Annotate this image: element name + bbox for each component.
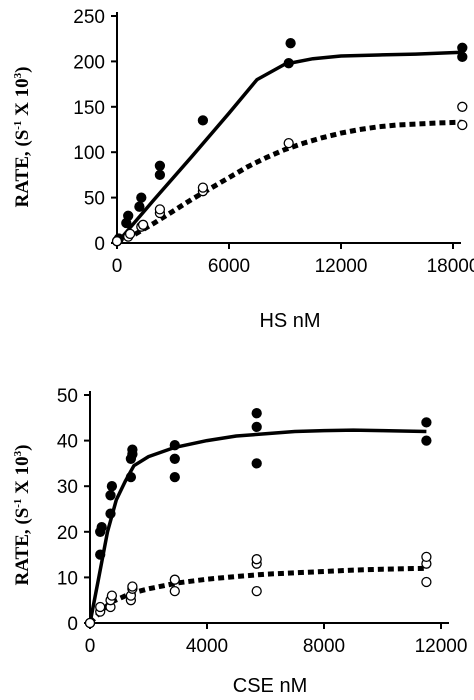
y-tick-label: 250 [73, 7, 105, 28]
x-tick-label: 0 [112, 256, 123, 277]
data-point-open [137, 219, 149, 230]
x-tick-label: 18000 [427, 256, 474, 277]
fit-curve-dotted [115, 119, 463, 246]
data-point-filled [197, 115, 209, 126]
data-point-filled [169, 471, 180, 483]
x-tick-label: 6000 [208, 256, 250, 277]
data-point-open [457, 101, 468, 112]
chart-cse: RATE, (S-1 X 103) CSE nM 0 10 20 30 40 50 0 400… [12, 386, 467, 697]
x-tick-label: 8000 [303, 636, 345, 657]
y-tick-label: 50 [84, 189, 105, 210]
data-point-open [169, 585, 180, 597]
y-tick-label: 150 [73, 98, 105, 119]
data-point-filled [251, 408, 262, 419]
x-tick-label: 0 [85, 636, 96, 657]
data-point-filled [421, 417, 432, 428]
data-point-open [169, 574, 180, 585]
chart-cse-ylabel-mid: X 10 [12, 456, 33, 498]
data-point-open [111, 236, 123, 247]
x-tick-label: 12000 [315, 256, 368, 277]
data-point-open [283, 137, 294, 149]
data-point-filled [457, 51, 468, 63]
data-point-open [154, 204, 166, 215]
x-tick-label: 4000 [186, 636, 228, 657]
chart-hs-xlabel: HS nM [259, 310, 320, 332]
chart-cse-ylabel-suffix: ) [12, 444, 33, 450]
x-tick-label: 12000 [415, 636, 468, 657]
chart-hs-ylabel-suffix: ) [12, 66, 33, 72]
data-point-filled [283, 58, 294, 69]
data-point-open [197, 182, 209, 193]
chart-hs-ylabel: RATE, (S-1 X 103) [12, 66, 33, 207]
y-tick-label: 0 [67, 614, 78, 635]
y-tick-label: 0 [94, 234, 105, 255]
chart-cse-ylabel-exp2: 3 [12, 450, 24, 456]
data-point-filled [285, 38, 296, 49]
data-point-filled [125, 471, 137, 483]
chart-hs-ylabel-exp2: 3 [12, 72, 24, 78]
data-point-open [95, 601, 106, 613]
y-tick-label: 40 [57, 432, 78, 453]
chart-cse-xlabel: CSE nM [233, 675, 307, 697]
data-point-open [251, 554, 262, 565]
chart-hs-ylabel-mid: X 10 [12, 78, 33, 120]
chart-hs: RATE, (S-1 X 103) HS nM 0 50 100 150 200 250 0… [12, 7, 474, 332]
y-tick-label: 20 [57, 523, 78, 544]
data-point-open [124, 228, 136, 240]
data-point-filled [154, 160, 166, 171]
y-tick-label: 50 [57, 386, 78, 407]
data-point-filled [96, 522, 107, 533]
y-tick-label: 100 [73, 143, 105, 164]
y-tick-label: 200 [73, 52, 105, 73]
chart-cse-ylabel: RATE, (S-1 X 103) [12, 444, 33, 585]
data-point-open [421, 576, 432, 588]
data-point-filled [105, 508, 116, 519]
data-point-filled [123, 210, 134, 221]
y-tick-label: 10 [57, 568, 78, 589]
data-point-filled [169, 440, 180, 451]
data-point-filled [134, 201, 145, 212]
data-point-filled [154, 169, 166, 181]
data-point-filled [169, 453, 180, 464]
data-point-filled [251, 421, 262, 433]
data-point-open [127, 581, 138, 592]
chart-hs-ylabel-prefix: RATE, (S [12, 130, 33, 208]
chart-cse-ylabel-exp1: -1 [12, 499, 24, 508]
data-point-filled [136, 192, 147, 203]
data-point-open [84, 617, 96, 629]
data-point-open [457, 119, 468, 131]
data-point-filled [251, 458, 262, 469]
data-point-filled [95, 549, 106, 560]
data-point-filled [106, 481, 118, 492]
data-point-filled [127, 444, 138, 455]
data-point-filled [421, 435, 432, 446]
data-point-filled [105, 490, 116, 501]
y-tick-label: 30 [57, 477, 78, 498]
chart-hs-ylabel-exp1: -1 [12, 121, 24, 130]
data-point-open [251, 585, 262, 597]
chart-cse-ylabel-prefix: RATE, (S [12, 508, 33, 586]
data-point-open [106, 590, 118, 601]
data-point-open [421, 551, 432, 563]
data-point-filled [457, 42, 468, 53]
